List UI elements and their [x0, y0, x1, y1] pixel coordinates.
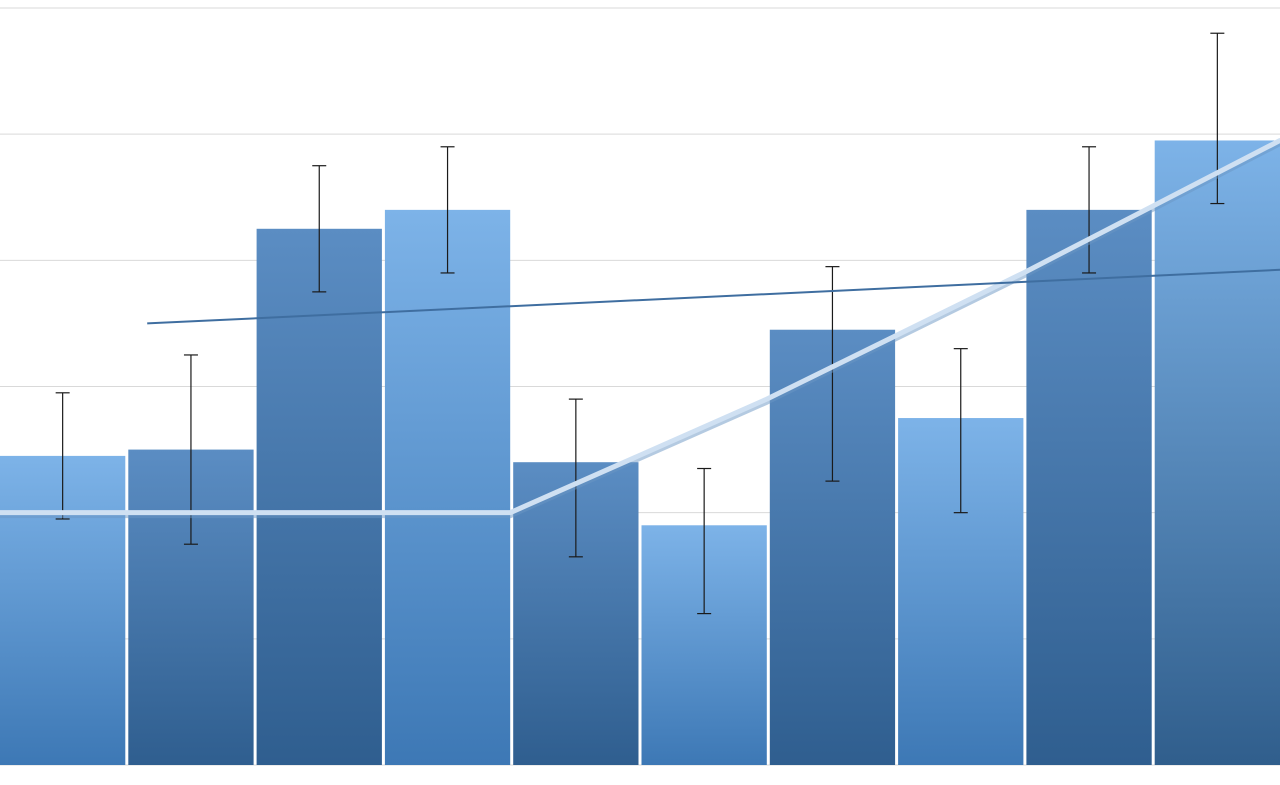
- combo-bar-chart: [0, 0, 1280, 785]
- chart-svg: [0, 0, 1280, 785]
- bar: [1155, 140, 1280, 765]
- bar: [1026, 210, 1151, 765]
- bar: [257, 229, 382, 765]
- bar: [385, 210, 510, 765]
